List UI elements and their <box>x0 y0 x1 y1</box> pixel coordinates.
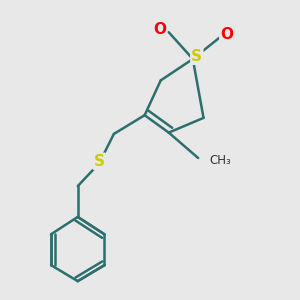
Text: O: O <box>153 22 166 37</box>
Text: CH₃: CH₃ <box>209 154 231 167</box>
Text: S: S <box>191 49 202 64</box>
Text: O: O <box>220 27 233 42</box>
Text: S: S <box>94 154 105 169</box>
